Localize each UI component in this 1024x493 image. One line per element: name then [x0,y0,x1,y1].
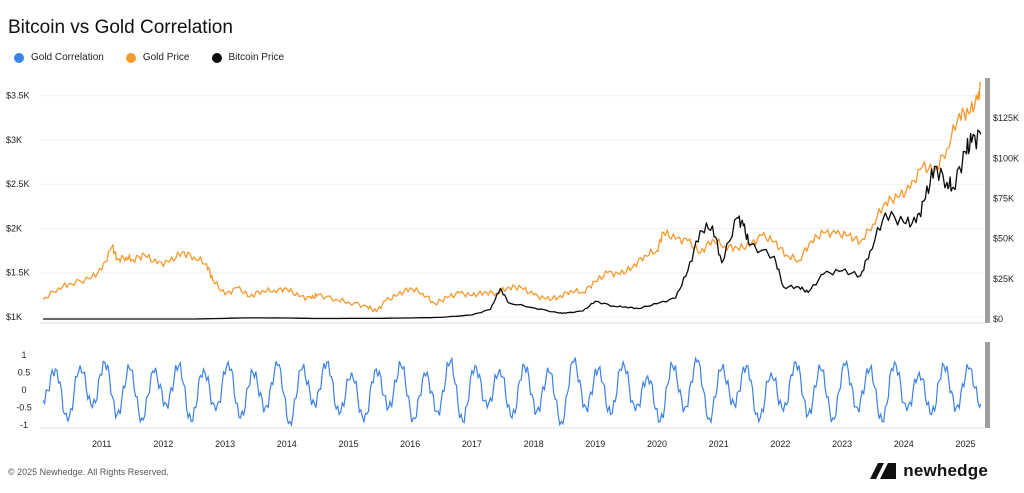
x-tick-label: 2021 [709,439,729,449]
correlation-tick-label: 1 [21,350,26,360]
left-tick-label: $2K [6,223,22,233]
x-tick-label: 2012 [153,439,173,449]
brand-name: newhedge [903,461,988,480]
bitcoin-price-line[interactable] [43,129,982,320]
correlation-tick-label: 0 [21,385,26,395]
x-axis: 2011 2012 2013 2014 2015 2016 2017 2018 2019 2020… [40,427,984,449]
legend-item-bitcoin-price[interactable]: Bitcoin Price [211,52,285,63]
right-tick-label: $25K [993,274,1014,284]
correlation-tick-label: -1 [20,420,28,430]
left-tick-label: $3.5K [6,91,30,101]
x-tick-label: 2018 [524,439,544,449]
left-tick-label: $3K [6,135,22,145]
correlation-scrollbar[interactable] [985,342,990,428]
legend-item-gold-price[interactable]: Gold Price [125,52,190,63]
right-axis: $0 $25K $50K $75K $100K $125K [993,113,1019,324]
correlation-tick-label: -0.5 [16,403,32,413]
chart-svg: $1K$1.5K$2K$2.5K$3K$3.5K $0$25K$50K$75K$… [6,78,1019,449]
x-tick-label: 2019 [585,439,605,449]
correlation-plot[interactable] [42,355,982,428]
x-tick-label: 2016 [400,439,420,449]
page-title: Bitcoin vs Gold Correlation [8,17,233,38]
main-scrollbar[interactable] [985,78,990,323]
legend-label-gold-price: Gold Price [142,52,190,63]
brand-logo[interactable]: newhedge [870,461,988,481]
gold-correlation-line[interactable] [42,355,982,428]
legend-label-bitcoin-price: Bitcoin Price [228,52,285,63]
x-tick-label: 2017 [462,439,482,449]
gold-price-line[interactable] [42,82,982,313]
legend-label-gold-correlation: Gold Correlation [31,52,104,63]
right-tick-label: $125K [993,113,1019,123]
main-plot[interactable] [42,82,982,320]
legend-dot-gold-price [125,52,136,63]
x-tick-label: 2011 [92,439,111,449]
x-tick-label: 2020 [647,439,667,449]
left-tick-label: $1K [6,312,22,322]
x-tick-label: 2015 [338,439,358,449]
main-gridlines [40,95,984,324]
x-tick-label: 2025 [955,439,975,449]
x-tick-label: 2014 [277,439,297,449]
right-tick-label: $50K [993,234,1014,244]
newhedge-logo-icon [870,463,897,479]
right-tick-label: $0 [993,314,1003,324]
left-tick-label: $2.5K [6,179,30,189]
copyright-text: © 2025 Newhedge. All Rights Reserved. [8,467,169,477]
x-tick-label: 2013 [215,439,235,449]
legend-item-gold-correlation[interactable]: Gold Correlation [14,52,104,63]
chart-legend: Gold Correlation Gold Price Bitcoin Pric… [14,52,284,63]
x-tick-label: 2023 [832,439,852,449]
correlation-tick-label: 0.5 [18,368,31,378]
left-tick-label: $1.5K [6,268,30,278]
right-tick-label: $100K [993,153,1019,163]
right-tick-label: $75K [993,194,1014,204]
left-axis: $1K $1.5K $2K $2.5K $3K $3.5K [6,91,30,322]
legend-dot-gold-correlation [14,52,24,63]
x-tick-label: 2022 [770,439,790,449]
legend-dot-bitcoin-price [211,52,222,63]
correlation-axis: 1 0.5 0 -0.5 -1 [16,350,32,430]
x-tick-label: 2024 [894,439,914,449]
